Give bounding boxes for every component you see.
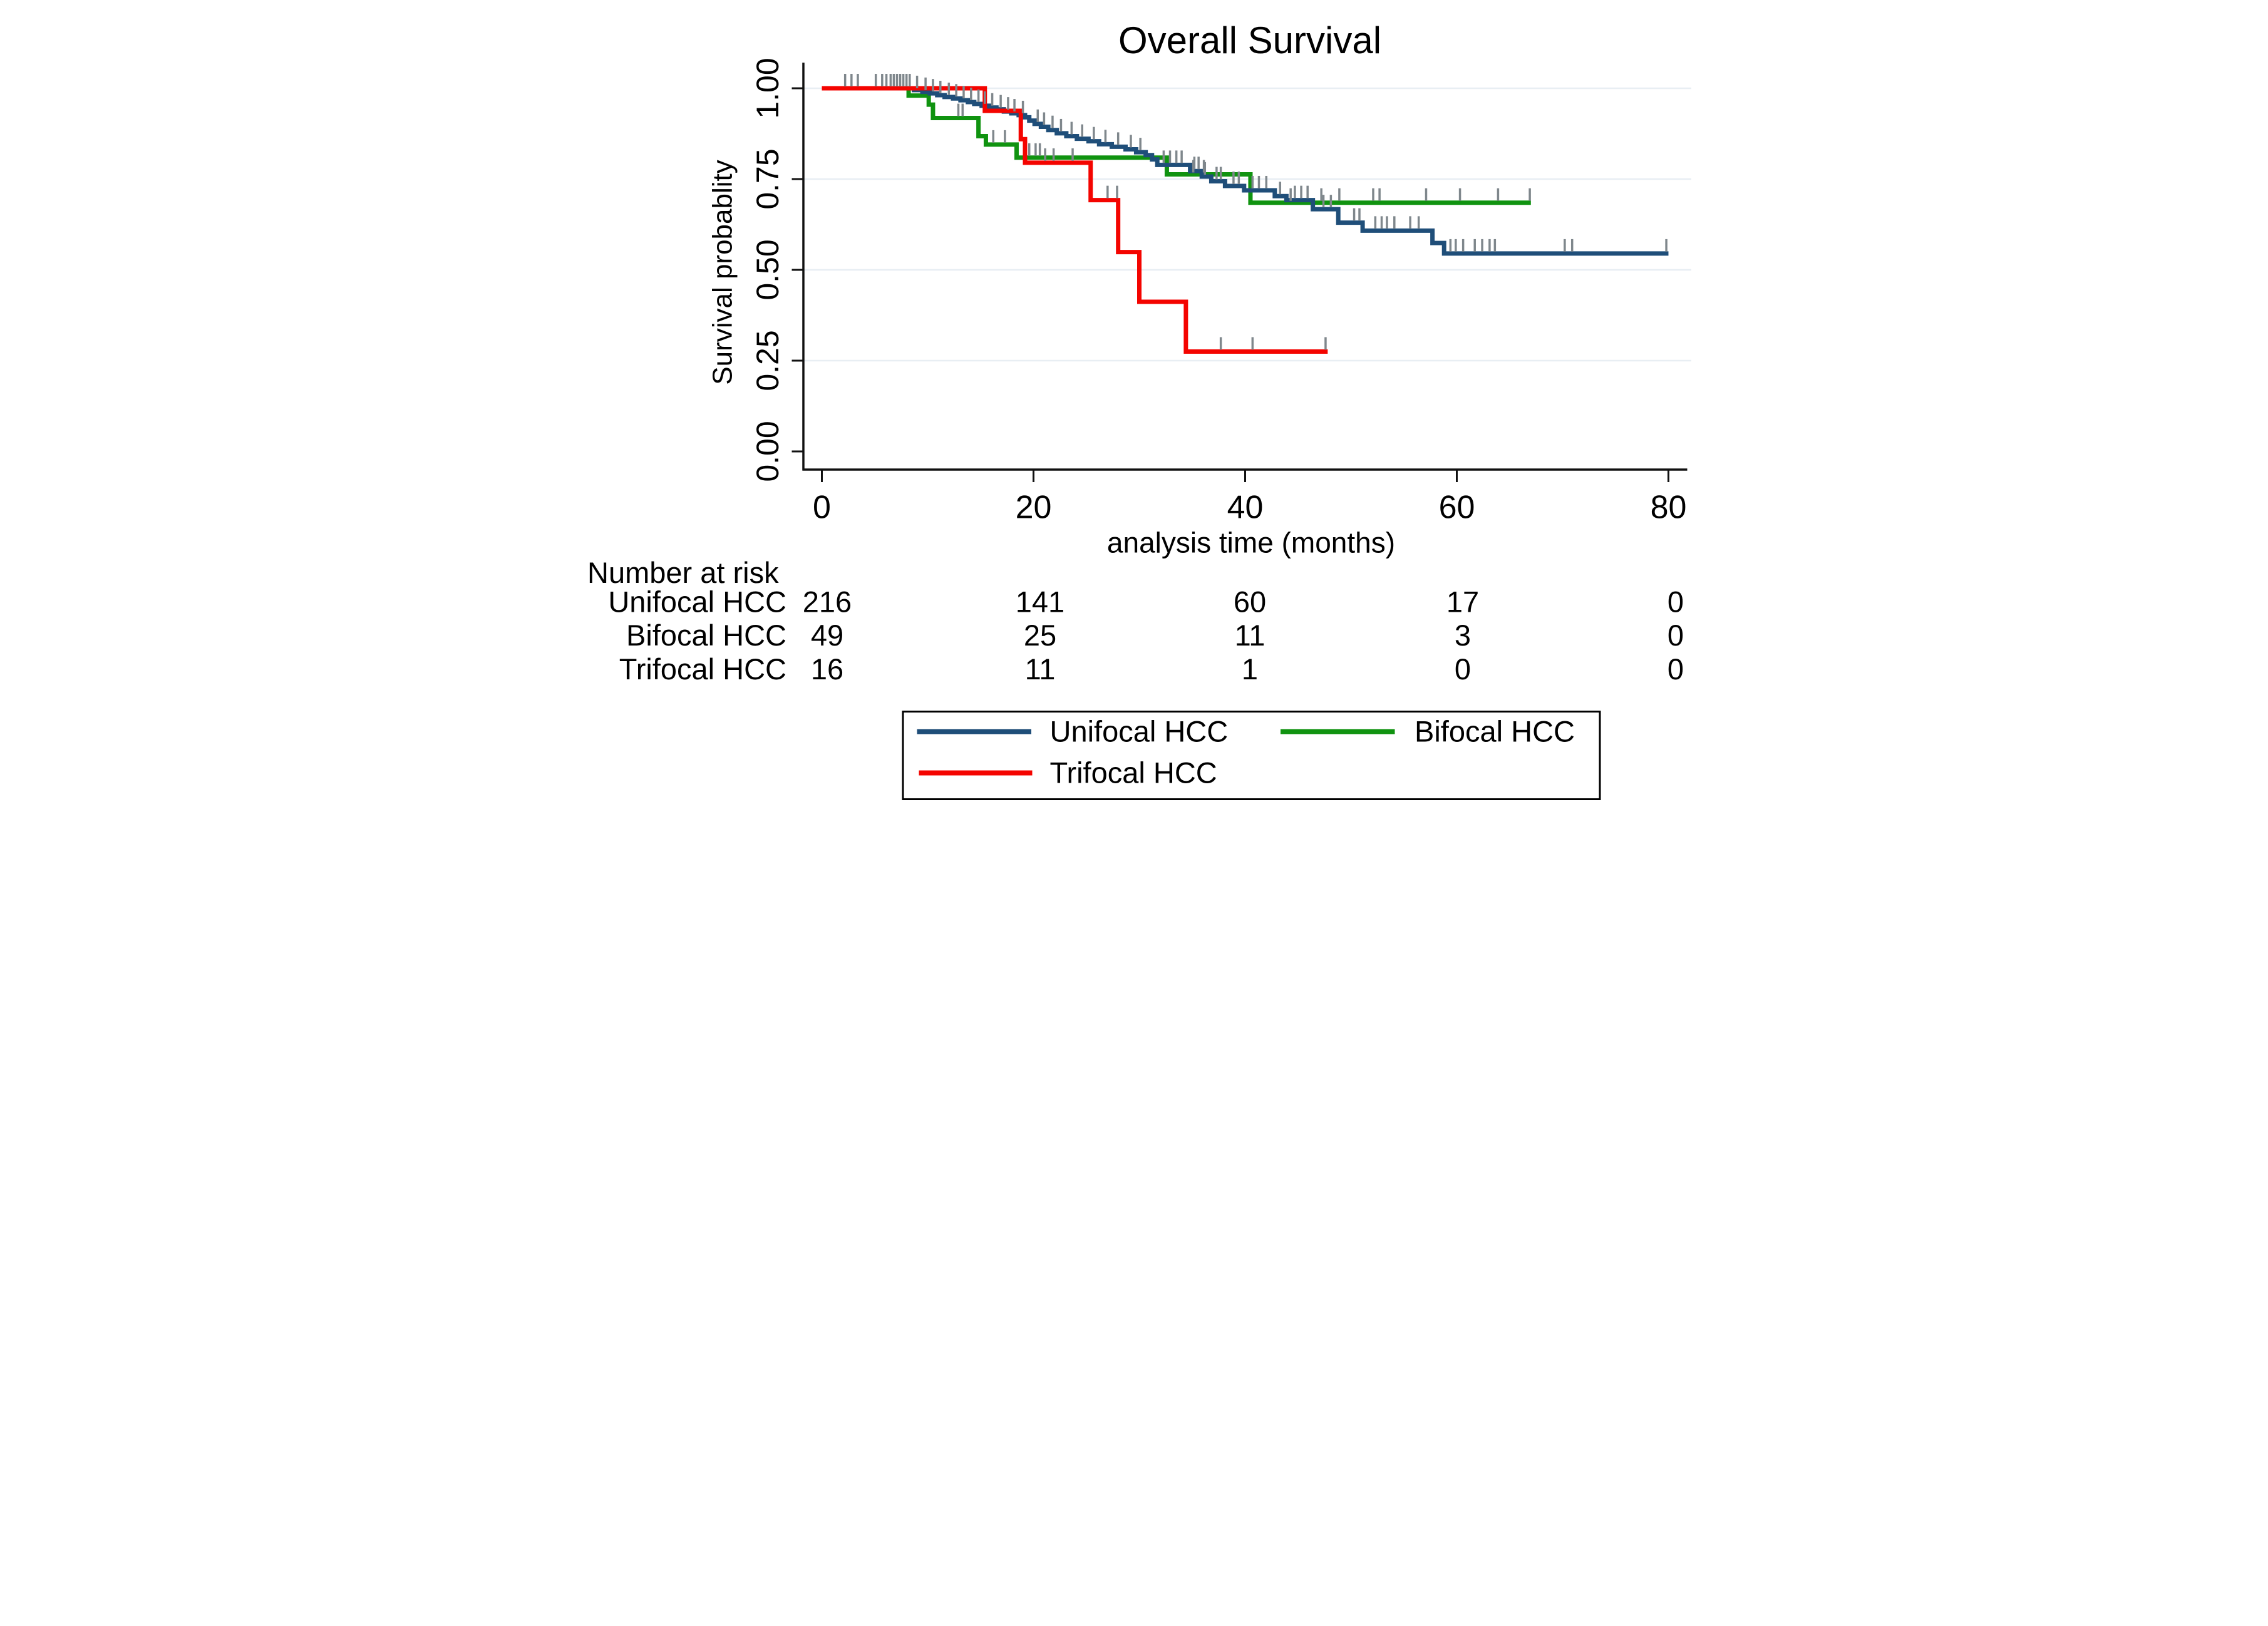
x-axis-title: analysis time (months): [1106, 527, 1394, 559]
curve-unifocal-hcc: [822, 86, 1668, 256]
risk-value: 0: [1667, 652, 1683, 686]
risk-table-header: Number at risk: [587, 556, 779, 589]
risk-value: 216: [802, 585, 851, 619]
curve-bifocal-hcc: [822, 86, 1531, 205]
legend: Unifocal HCC Bifocal HCC Trifocal HCC: [902, 711, 1600, 800]
x-tick-label-0: 0: [813, 490, 831, 526]
risk-value: 60: [1233, 585, 1265, 619]
y-tick-label-1: 1.00: [750, 58, 785, 118]
risk-value: 25: [1023, 619, 1056, 652]
y-tick-label-0.75: 0.75: [750, 148, 785, 209]
figure-container: Overall Survival 0.00 0.25 0.50 0.75 1.00 0 2…: [567, 0, 1701, 813]
risk-value: 0: [1454, 652, 1470, 686]
risk-value: 3: [1454, 619, 1470, 652]
x-tick-label-60: 60: [1438, 490, 1475, 526]
survival-curves: [822, 86, 1668, 354]
x-axis-tick-labels: 0 20 40 60 80: [813, 490, 1686, 526]
risk-value: 11: [1234, 619, 1265, 652]
legend-box: [902, 711, 1600, 800]
risk-row-label: Unifocal HCC: [608, 585, 786, 619]
curve-trifocal-hcc: [822, 86, 1327, 354]
risk-value: 17: [1446, 585, 1478, 619]
km-survival-chart: Overall Survival 0.00 0.25 0.50 0.75 1.00 0 2…: [567, 0, 1701, 813]
risk-value: 0: [1667, 585, 1683, 619]
x-tick-label-80: 80: [1650, 490, 1686, 526]
risk-value: 141: [1015, 585, 1064, 619]
y-axis-title: Survival probablity: [707, 160, 738, 385]
x-tick-label-40: 40: [1227, 490, 1263, 526]
censor-marks: [843, 74, 1667, 350]
chart-title: Overall Survival: [1118, 19, 1381, 61]
risk-value: 0: [1667, 619, 1683, 652]
risk-value: 1: [1241, 652, 1257, 686]
risk-value: 49: [810, 619, 843, 652]
risk-value: 16: [810, 652, 843, 686]
x-tick-label-20: 20: [1015, 490, 1051, 526]
y-tick-label-0.5: 0.50: [750, 239, 785, 300]
y-tick-label-0: 0.00: [750, 421, 785, 481]
y-axis-tick-labels: 0.00 0.25 0.50 0.75 1.00: [750, 58, 785, 481]
y-tick-label-0.25: 0.25: [750, 330, 785, 391]
risk-row-label: Trifocal HCC: [619, 652, 786, 686]
legend-label-trifocal-hcc: Trifocal HCC: [1049, 756, 1217, 790]
legend-label-unifocal-hcc: Unifocal HCC: [1049, 715, 1228, 748]
chart-background: [567, 0, 1701, 813]
risk-row-label: Bifocal HCC: [626, 619, 786, 652]
legend-label-bifocal-hcc: Bifocal HCC: [1415, 715, 1575, 748]
risk-value: 11: [1024, 652, 1055, 686]
axes: [791, 63, 1687, 482]
